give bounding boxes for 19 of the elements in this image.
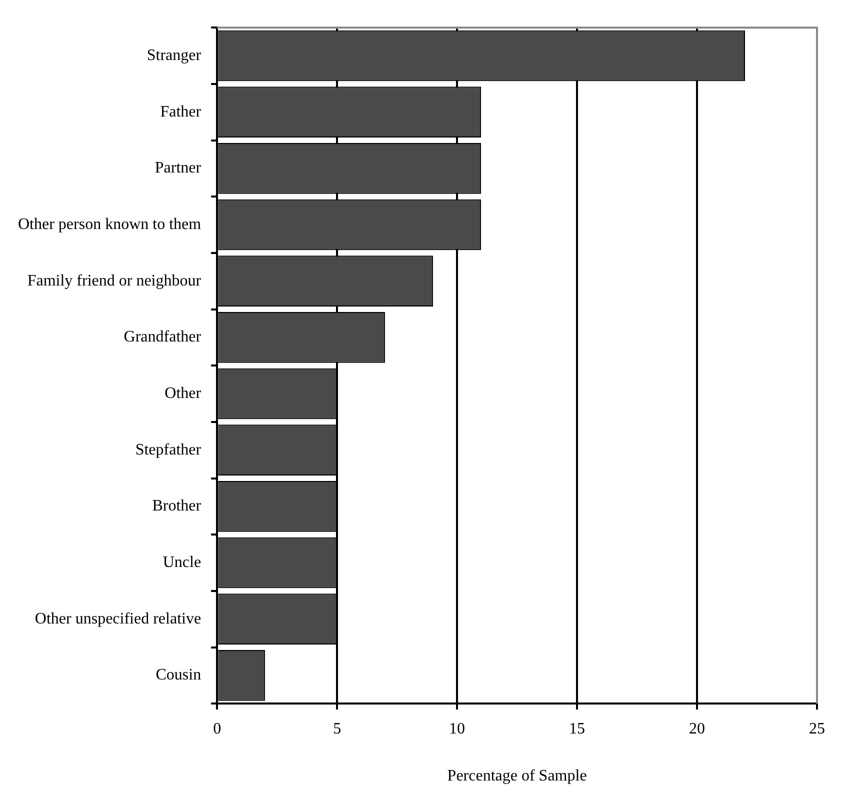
x-tick-label: 15	[569, 720, 586, 738]
y-tick-label: Brother	[152, 498, 202, 515]
y-tick-label: Other unspecified relative	[34, 610, 202, 628]
y-tick-label: Other	[164, 384, 202, 402]
x-tick-label: 20	[689, 720, 706, 738]
y-tick-label: Grandfather	[124, 328, 202, 346]
x-axis-title: Percentage of Sample	[447, 768, 587, 785]
y-tick-label: Partner	[154, 160, 202, 177]
x-tick-label: 5	[333, 720, 342, 738]
y-tick-label: Other person known to them	[18, 216, 202, 233]
x-tick-label: 10	[449, 720, 466, 738]
y-tick-label: Stranger	[146, 46, 202, 64]
y-tick-label: Family friend or neighbour	[27, 272, 202, 290]
x-tick-label: 0	[213, 720, 222, 738]
y-tick-label: Uncle	[162, 554, 202, 571]
y-tick-label: Father	[160, 103, 202, 120]
x-tick-label: 25	[809, 720, 825, 738]
y-tick-label: Cousin	[156, 666, 202, 684]
y-tick-label: Stepfather	[135, 441, 202, 458]
